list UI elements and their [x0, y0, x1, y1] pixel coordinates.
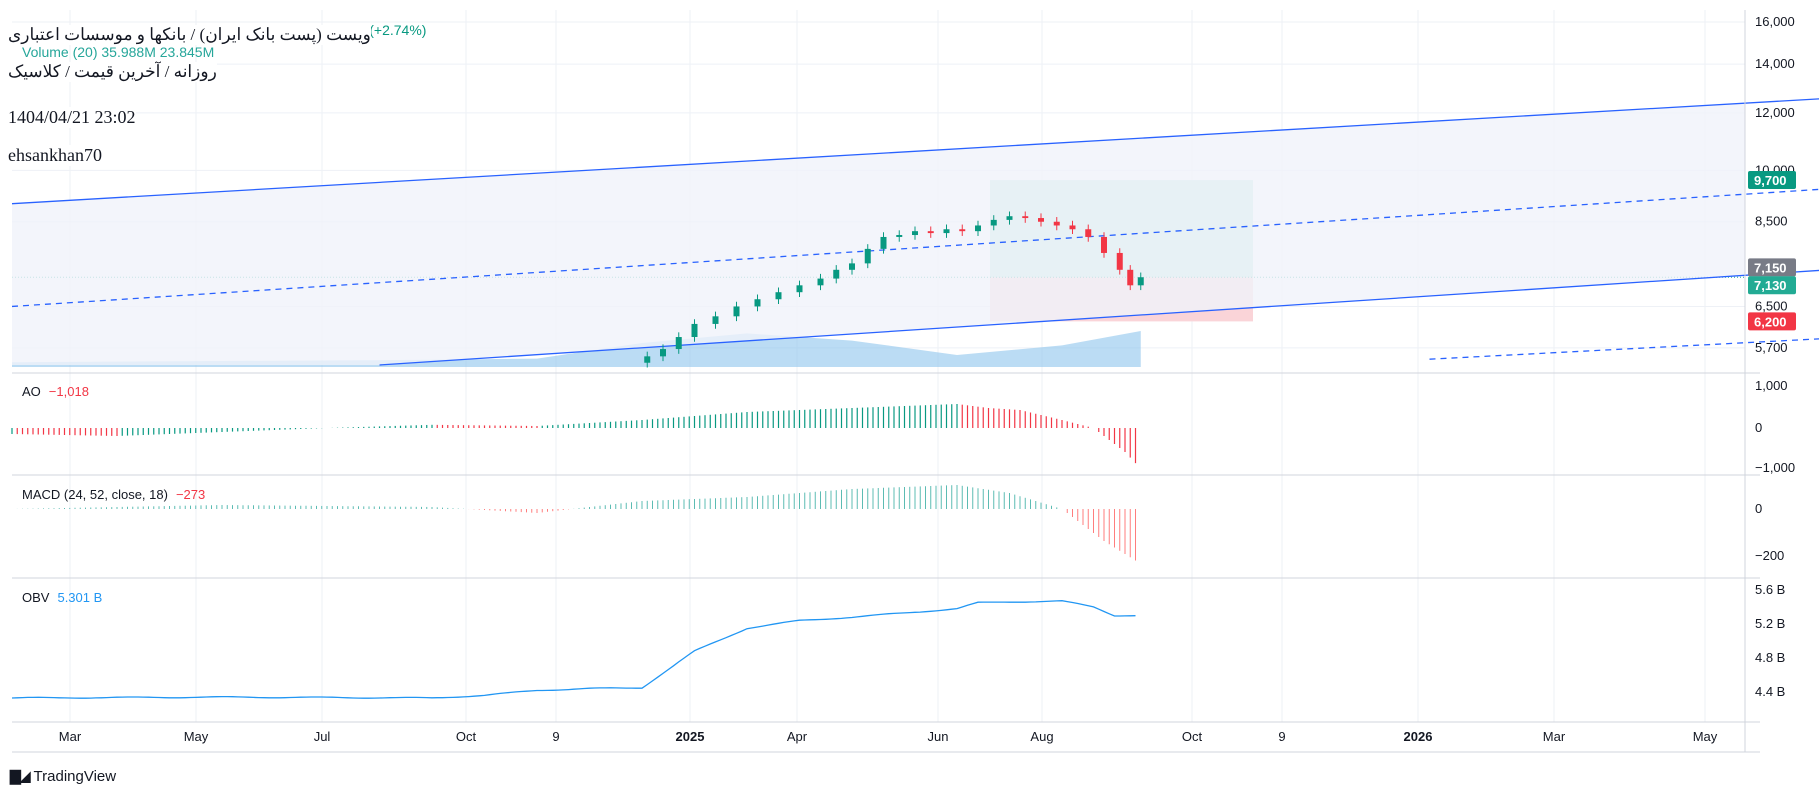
candle-body	[676, 337, 682, 349]
candle-body	[644, 356, 650, 362]
candle-body	[991, 220, 997, 226]
candle-body	[1007, 216, 1013, 220]
price-tick-label: 5,700	[1755, 340, 1788, 355]
candle-body	[833, 270, 839, 279]
price-tick-label: 8,500	[1755, 214, 1788, 229]
candle-body	[660, 349, 666, 356]
obv-line	[12, 601, 1136, 699]
price-badge-label: 9,700	[1754, 173, 1787, 188]
time-tick-label: Mar	[1543, 729, 1566, 744]
candle-body	[1085, 229, 1091, 237]
candle-body	[1138, 277, 1144, 285]
time-tick-label: Apr	[787, 729, 808, 744]
obv-path	[12, 601, 1136, 699]
time-tick-label: Oct	[456, 729, 477, 744]
time-tick-label: 2026	[1404, 729, 1433, 744]
price-axis: 16,00014,00012,00010,0008,5006,5005,7009…	[1748, 14, 1796, 699]
candle-body	[1117, 253, 1123, 270]
candle-body	[713, 316, 719, 324]
candle-body	[818, 279, 824, 286]
brand-name: TradingView	[34, 768, 117, 785]
price-badge-label: 7,130	[1754, 278, 1787, 293]
candle-body	[1022, 216, 1028, 218]
time-tick-label: Jun	[928, 729, 949, 744]
time-tick-label: Jul	[314, 729, 331, 744]
tradingview-logo-icon: ▇◢	[10, 768, 30, 785]
macd-legend[interactable]: MACD (24, 52, close, 18) −273	[22, 487, 205, 502]
time-tick-label: 9	[1278, 729, 1285, 744]
obv-legend[interactable]: OBV 5.301 B	[22, 590, 102, 605]
time-tick-label: 2025	[676, 729, 705, 744]
ao-value: −1,018	[49, 384, 89, 399]
price-tick-label: 16,000	[1755, 14, 1795, 29]
candle-body	[1054, 222, 1060, 226]
candle-body	[928, 231, 934, 233]
candle-body	[1070, 225, 1076, 229]
candle-body	[734, 306, 740, 316]
time-axis: Mar May Jul Oct 9 2025 Apr Jun Aug Oct 9 2026 Mar May	[59, 729, 1718, 744]
symbol-title: ویست (پست بانک ایران) / بانکها و موسسات …	[8, 25, 371, 45]
time-tick-label: 9	[552, 729, 559, 744]
chart-subtitle: روزانه / آخرین قیمت / کلاسیک	[8, 62, 217, 82]
candle-body	[776, 292, 782, 299]
price-tick-label: 14,000	[1755, 56, 1795, 71]
candle-body	[1127, 270, 1133, 286]
macd-value: −273	[176, 487, 205, 502]
obv-tick-label: 4.4 B	[1755, 684, 1785, 699]
ao-tick-label: 0	[1755, 420, 1762, 435]
candle-body	[1101, 237, 1107, 253]
ghost-volume-readout: Volume (20) 35.988M 23.845M	[22, 44, 214, 60]
candle-body	[944, 229, 950, 233]
obv-tick-label: 5.2 B	[1755, 616, 1785, 631]
candle-body	[959, 229, 965, 231]
time-tick-label: Oct	[1182, 729, 1203, 744]
price-badge-label: 6,200	[1754, 314, 1787, 329]
time-tick-label: Mar	[59, 729, 82, 744]
ao-legend[interactable]: AO −1,018	[22, 384, 89, 399]
ao-tick-label: 1,000	[1755, 378, 1788, 393]
macd-name: MACD (24, 52, close, 18)	[22, 487, 168, 502]
candle-body	[881, 237, 887, 249]
candle-body	[797, 285, 803, 292]
chart-author: ehsankhan70	[8, 145, 102, 166]
candle-body	[755, 299, 761, 306]
obv-name: OBV	[22, 590, 49, 605]
price-tick-label: 12,000	[1755, 105, 1795, 120]
candle-body	[1038, 218, 1044, 222]
obv-value: 5.301 B	[57, 590, 102, 605]
ao-name: AO	[22, 384, 41, 399]
price-tick-label: 6,500	[1755, 298, 1788, 313]
candle-body	[912, 231, 918, 235]
macd-tick-label: 0	[1755, 501, 1762, 516]
obv-tick-label: 5.6 B	[1755, 582, 1785, 597]
chart-datetime: 1404/04/21 23:02	[8, 107, 136, 128]
candle-body	[692, 324, 698, 337]
tradingview-brand[interactable]: ▇◢ TradingView	[10, 768, 116, 785]
time-tick-label: May	[1693, 729, 1718, 744]
candle-body	[865, 249, 871, 263]
price-badge-label: 7,150	[1754, 260, 1787, 275]
ao-tick-label: −1,000	[1755, 460, 1795, 475]
candle-body	[896, 235, 902, 237]
time-tick-label: Aug	[1030, 729, 1053, 744]
candle-body	[975, 225, 981, 231]
time-tick-label: May	[184, 729, 209, 744]
candle-body	[849, 263, 855, 269]
obv-tick-label: 4.8 B	[1755, 650, 1785, 665]
ao-histogram	[12, 404, 1136, 463]
macd-tick-label: −200	[1755, 548, 1784, 563]
